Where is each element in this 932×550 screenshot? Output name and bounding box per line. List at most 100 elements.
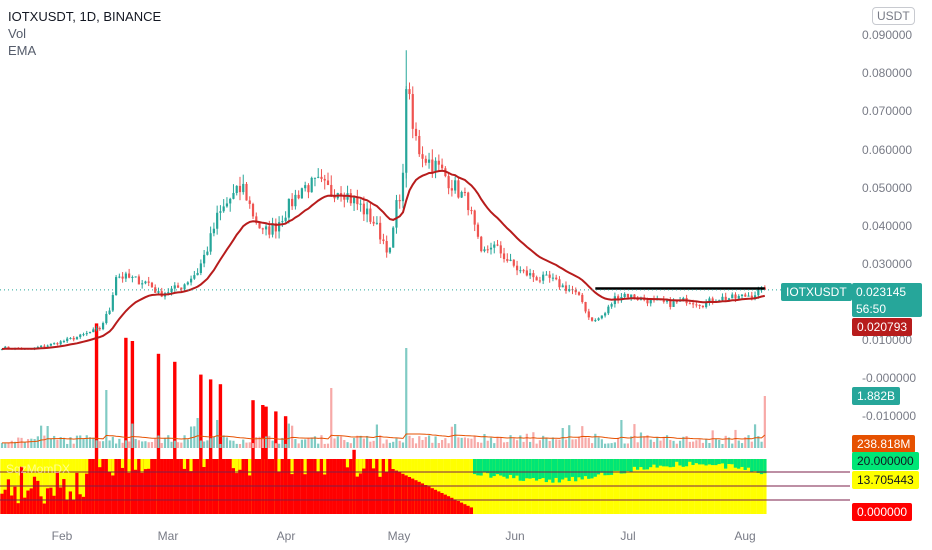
volume-bar (577, 436, 581, 448)
osc-bar (606, 459, 611, 476)
volume-bar (620, 420, 623, 448)
volume-bar (633, 424, 636, 448)
volume-bar (649, 439, 652, 448)
ema-indicator-label[interactable]: EMA (8, 43, 37, 58)
volume-bar (669, 439, 672, 448)
osc-bar (218, 384, 223, 514)
candle-body (467, 192, 470, 211)
volume-bar (307, 438, 310, 448)
volume-bar (656, 437, 659, 448)
volume-bar (343, 440, 346, 448)
candle-body (186, 282, 189, 285)
volume-bar (626, 443, 630, 448)
candle-body (225, 203, 229, 207)
volume-indicator-label[interactable]: Vol (8, 26, 27, 41)
osc-bar (534, 459, 539, 481)
osc-bar (49, 487, 53, 514)
volume-bar (26, 439, 30, 448)
candle-body (392, 227, 395, 248)
osc-bar (486, 459, 490, 474)
osc-bar (384, 459, 389, 472)
candle-body (43, 345, 46, 347)
volume-bar (665, 435, 669, 448)
osc-bottom-badge: 0.000000 (852, 503, 913, 521)
osc-bar (746, 459, 751, 468)
volume-bar (284, 443, 287, 448)
osc-bar (371, 459, 376, 469)
candle-body (434, 160, 437, 173)
osc-bar (616, 459, 620, 471)
candle-body (222, 206, 225, 212)
candle-body (150, 282, 154, 288)
candle-body (0, 348, 4, 350)
candle-body (92, 329, 95, 333)
volume-bar (229, 440, 232, 448)
candle-body (665, 300, 669, 302)
volume-bar (372, 440, 375, 448)
volume-bar (454, 424, 457, 448)
volume-bar (349, 443, 352, 448)
osc-bar (453, 499, 457, 514)
volume-bar (421, 439, 424, 448)
volume-bar (245, 442, 248, 448)
volume-bar (659, 440, 662, 448)
candle-body (330, 184, 333, 196)
candle-body (672, 301, 675, 307)
volume-bar (388, 442, 392, 448)
candle-body (483, 249, 486, 252)
volume-bar (115, 443, 118, 448)
volume-bar (85, 435, 88, 448)
volume-bar (623, 443, 626, 448)
volume-bar (727, 437, 731, 448)
candle-body (219, 211, 222, 213)
osc-bar (127, 459, 131, 473)
symbol-badge: IOTXUSDT (781, 283, 852, 301)
candle-body (7, 346, 10, 349)
volume-bar (682, 436, 685, 448)
osc-bar (133, 459, 138, 470)
volume-bar (111, 436, 114, 448)
osc-bar (362, 459, 366, 469)
osc-bar (577, 459, 581, 478)
candle-body (463, 192, 467, 194)
volume-bar (379, 435, 382, 448)
volume-bar (53, 435, 56, 448)
volume-bar (137, 440, 141, 448)
oscillator-level-lines (0, 471, 850, 501)
volume-bar (496, 436, 499, 448)
candle-body (206, 251, 209, 255)
candle-body (512, 259, 515, 266)
volume-bar (695, 440, 698, 448)
price-axis[interactable]: 0.090000 0.080000 0.070000 0.060000 0.050000… (862, 28, 916, 423)
osc-bar (98, 459, 102, 468)
osc-bar (401, 473, 405, 514)
volume-bar (258, 436, 261, 448)
volume-bar (59, 437, 62, 448)
time-tick-label: Feb (52, 529, 73, 543)
volume-bar (219, 443, 222, 448)
volume-bar (69, 437, 72, 448)
osc-bar (531, 459, 536, 479)
volume-bar (470, 438, 473, 448)
osc-bar (238, 459, 242, 470)
symbol-title[interactable]: IOTXUSDT, 1D, BINANCE (8, 9, 162, 24)
candle-body (300, 188, 304, 199)
volume-bar (522, 441, 525, 448)
candle-body (317, 176, 320, 178)
volume-bar (222, 435, 225, 448)
currency-button[interactable]: USDT (872, 7, 915, 25)
candle-body (675, 301, 678, 303)
candle-body (261, 228, 264, 230)
candle-body (281, 221, 284, 223)
price-tick-label: 0.070000 (862, 104, 912, 118)
candle-body (59, 341, 62, 345)
osc-bar (557, 459, 562, 483)
volume-bar (535, 443, 538, 448)
osc-bar (261, 405, 265, 514)
osc-bar (345, 459, 350, 468)
osc-bar (147, 459, 151, 469)
time-axis[interactable]: Feb Mar Apr May Jun Jul Aug (52, 529, 756, 543)
volume-bar (574, 439, 577, 448)
candle-body (555, 277, 558, 280)
